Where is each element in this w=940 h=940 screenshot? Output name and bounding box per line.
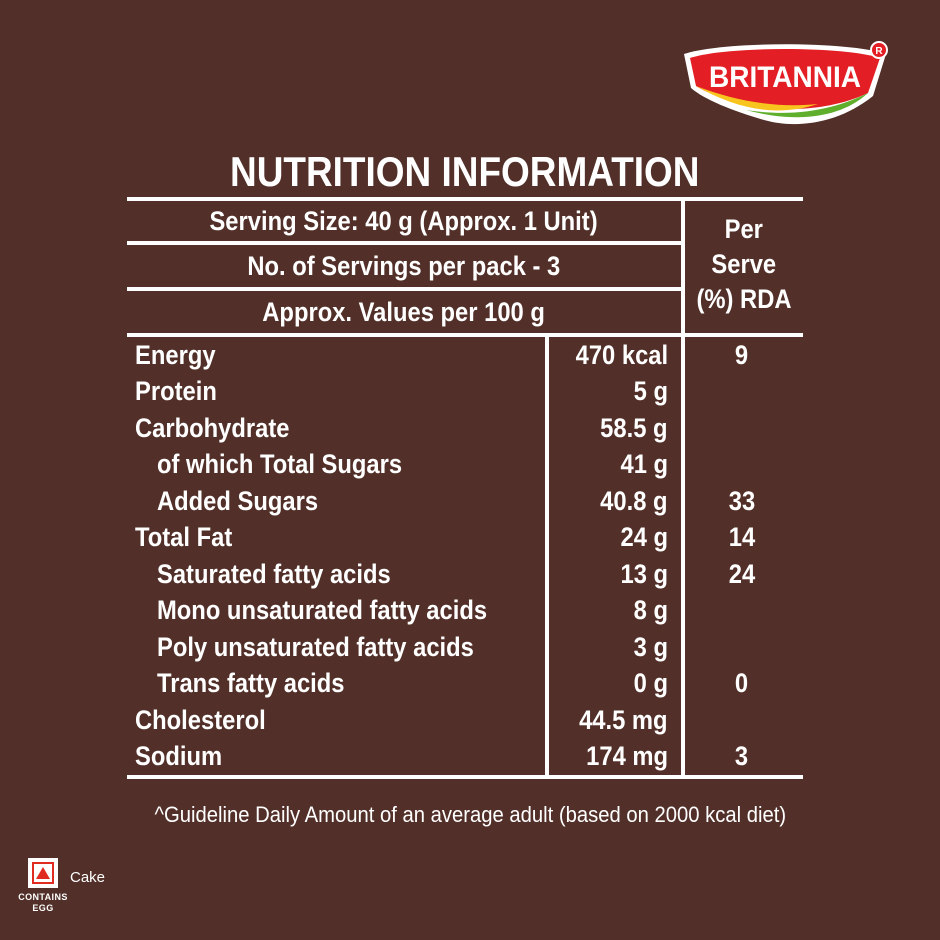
- table-top-border: [127, 197, 803, 201]
- values-basis-row: Approx. Values per 100 g: [127, 292, 681, 333]
- nutrient-value: 24 g: [620, 522, 668, 553]
- nutrient-value: 8 g: [633, 595, 668, 626]
- nutrient-value: 58.5 g: [600, 412, 668, 443]
- nutrient-value: 3 g: [633, 631, 668, 662]
- header-bottom-divider: [127, 333, 803, 337]
- guideline-footnote-text: ^Guideline Daily Amount of an average ad…: [154, 802, 787, 827]
- nutrient-name: Added Sugars: [157, 485, 319, 516]
- non-veg-triangle-icon: [36, 867, 50, 879]
- nutrient-name: Cholesterol: [135, 704, 266, 735]
- nutrient-rows: Energy 470 kcal 9 Protein 5 g Carbohydra…: [127, 337, 803, 775]
- table-row-protein: Protein 5 g: [127, 374, 803, 411]
- nutrient-rda: 14: [728, 522, 756, 553]
- serving-size-text: Serving Size: 40 g (Approx. 1 Unit): [209, 206, 599, 236]
- nutrient-value: 0 g: [633, 668, 668, 699]
- page-title: NUTRITION INFORMATION: [127, 149, 803, 195]
- servings-per-pack-text: No. of Servings per pack - 3: [247, 251, 561, 281]
- nutrient-value: 5 g: [633, 376, 668, 407]
- per-serve-rda-header: Per Serve (%) RDA: [685, 212, 803, 317]
- nutrient-value: 44.5 mg: [579, 704, 668, 735]
- logo-banner-shape: [690, 49, 880, 109]
- product-type-text: Cake: [70, 869, 106, 886]
- table-row-trans-fat: Trans fatty acids 0 g 0: [127, 666, 803, 703]
- nutrient-value: 470 kcal: [575, 339, 668, 370]
- nutrient-name: Saturated fatty acids: [157, 558, 391, 589]
- non-veg-mark-border: [32, 862, 54, 884]
- nutrient-value: 41 g: [620, 449, 668, 480]
- britannia-logo: BRITANNIA R: [684, 41, 888, 125]
- nutrient-value: 174 mg: [586, 741, 668, 772]
- contains-egg-line-2: EGG: [32, 903, 54, 913]
- values-basis-text: Approx. Values per 100 g: [262, 297, 546, 327]
- table-row-total-fat: Total Fat 24 g 14: [127, 520, 803, 557]
- page-title-text: NUTRITION INFORMATION: [230, 148, 700, 195]
- nutrient-name: Poly unsaturated fatty acids: [157, 631, 474, 662]
- table-row-saturated-fat: Saturated fatty acids 13 g 24: [127, 556, 803, 593]
- non-veg-mark: [28, 858, 58, 888]
- nutrient-rda: 24: [728, 558, 756, 589]
- header-divider-1: [127, 241, 681, 245]
- table-row-total-sugars: of which Total Sugars 41 g: [127, 447, 803, 484]
- nutrient-value: 13 g: [620, 558, 668, 589]
- table-row-mono-unsaturated: Mono unsaturated fatty acids 8 g: [127, 593, 803, 630]
- nutrient-name: Trans fatty acids: [157, 668, 345, 699]
- guideline-footnote: ^Guideline Daily Amount of an average ad…: [127, 800, 803, 829]
- rda-column-divider: [681, 197, 685, 779]
- logo-brand-text: BRITANNIA: [709, 61, 861, 94]
- registered-trademark-icon: [870, 41, 888, 59]
- nutrient-name: Carbohydrate: [135, 412, 290, 443]
- nutrient-rda: 0: [735, 668, 749, 699]
- table-row-sodium: Sodium 174 mg 3: [127, 739, 803, 776]
- contains-egg-label: CONTAINS EGG: [7, 892, 79, 914]
- table-bottom-border: [127, 775, 803, 779]
- table-row-added-sugars: Added Sugars 40.8 g 33: [127, 483, 803, 520]
- per-serve-line-1: Per: [724, 214, 764, 244]
- logo-yellow-swoosh: [696, 86, 818, 111]
- nutrient-name: Mono unsaturated fatty acids: [157, 595, 488, 626]
- serving-size-row: Serving Size: 40 g (Approx. 1 Unit): [127, 202, 681, 241]
- per-serve-line-3: (%) RDA: [696, 284, 792, 314]
- nutrient-rda: 33: [728, 485, 756, 516]
- value-column-divider: [545, 333, 549, 779]
- nutrition-table: Serving Size: 40 g (Approx. 1 Unit) No. …: [127, 197, 803, 779]
- nutrient-rda: 9: [735, 339, 749, 370]
- registered-trademark-letter: R: [875, 46, 883, 57]
- servings-per-pack-row: No. of Servings per pack - 3: [127, 246, 681, 287]
- nutrient-name: of which Total Sugars: [157, 449, 403, 480]
- table-row-poly-unsaturated: Poly unsaturated fatty acids 3 g: [127, 629, 803, 666]
- header-divider-2: [127, 287, 681, 291]
- table-row-cholesterol: Cholesterol 44.5 mg: [127, 702, 803, 739]
- nutrient-name: Energy: [135, 339, 216, 370]
- table-row-carbohydrate: Carbohydrate 58.5 g: [127, 410, 803, 447]
- table-row-energy: Energy 470 kcal 9: [127, 337, 803, 374]
- per-serve-line-2: Serve: [711, 249, 777, 279]
- contains-egg-line-1: CONTAINS: [18, 892, 68, 902]
- nutrient-name: Sodium: [135, 741, 223, 772]
- nutrient-name: Protein: [135, 376, 217, 407]
- nutrient-rda: 3: [735, 741, 749, 772]
- nutrient-name: Total Fat: [135, 522, 233, 553]
- nutrient-value: 40.8 g: [600, 485, 668, 516]
- logo-green-swoosh: [746, 93, 868, 118]
- product-type-label: Cake: [70, 869, 105, 886]
